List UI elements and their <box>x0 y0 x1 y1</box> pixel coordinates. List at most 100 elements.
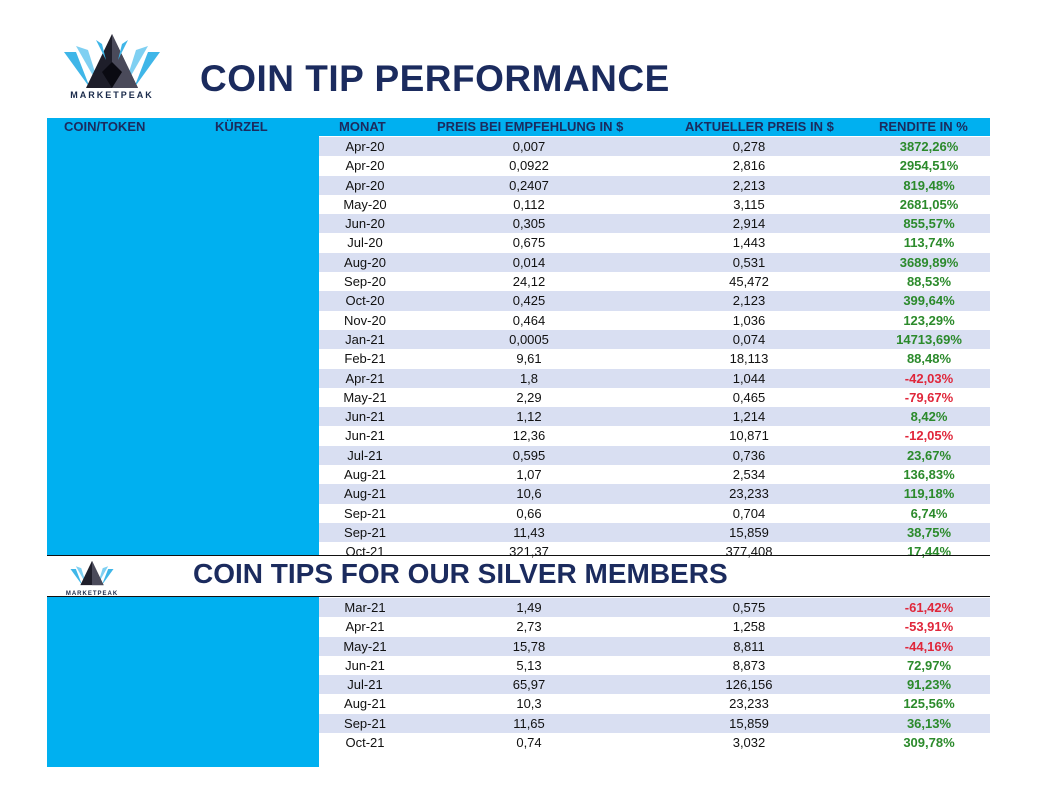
cur-price-cell: 1,258 <box>732 619 766 635</box>
return-cell: 819,48% <box>903 177 955 193</box>
rec-price-cell: 1,49 <box>516 600 542 615</box>
month-cell: Apr-20 <box>345 177 385 193</box>
rec-price-cell: 0,66 <box>516 505 542 521</box>
rec-price-cell: 9,61 <box>516 351 542 367</box>
header-symbol: KÜRZEL <box>215 119 268 134</box>
header-cur-price: AKTUELLER PREIS IN $ <box>685 119 834 134</box>
table-row: Sep-21 11,65 15,859 36,13% <box>319 713 990 734</box>
rec-price-cell: 0,675 <box>512 235 546 251</box>
cur-price-cell: 1,214 <box>732 409 766 425</box>
month-cell: Oct-21 <box>345 544 385 560</box>
month-cell: Aug-21 <box>344 486 386 502</box>
page-title: COIN TIP PERFORMANCE <box>200 58 670 99</box>
rec-price-cell: 0,0005 <box>509 331 549 347</box>
return-cell: -44,16% <box>904 638 954 654</box>
cur-price-cell: 2,534 <box>732 467 766 483</box>
cur-price-cell: 0,736 <box>732 447 766 463</box>
return-cell: -61,42% <box>904 600 954 615</box>
month-cell: Aug-21 <box>344 696 386 712</box>
month-cell: Jun-21 <box>345 409 385 425</box>
rec-price-cell: 0,112 <box>513 196 545 212</box>
return-cell: 123,29% <box>903 312 955 328</box>
table-row: Oct-20 0,425 2,123 399,64% <box>319 291 990 311</box>
cur-price-cell: 377,408 <box>725 544 773 560</box>
return-cell: 855,57% <box>903 216 955 232</box>
header-month: MONAT <box>339 119 386 134</box>
return-cell: 6,74% <box>910 505 948 521</box>
table-row: Jun-20 0,305 2,914 855,57% <box>319 214 990 234</box>
table-row: Apr-21 1,8 1,044 -42,03% <box>319 368 990 388</box>
divider-silver <box>47 596 990 597</box>
header-rec-price: PREIS BEI EMPFEHLUNG IN $ <box>437 119 624 134</box>
cur-price-cell: 18,113 <box>729 351 769 367</box>
brand-name-small: MARKETPEAK <box>65 591 119 597</box>
month-cell: Sep-21 <box>344 524 386 540</box>
cur-price-cell: 8,811 <box>733 638 765 654</box>
silver-table-body: Mar-21 1,49 0,575 -61,42% Apr-21 2,73 1,258 -53… <box>319 598 990 752</box>
header-return: RENDITE IN % <box>879 119 968 134</box>
month-cell: Jul-20 <box>347 235 383 251</box>
rec-price-cell: 65,97 <box>512 677 546 693</box>
return-cell: 113,74% <box>903 235 955 251</box>
divider-top <box>47 555 990 556</box>
return-cell: -79,67% <box>904 389 954 405</box>
cur-price-cell: 15,859 <box>729 524 769 540</box>
rec-price-cell: 0,595 <box>512 447 546 463</box>
month-cell: Jun-21 <box>345 428 385 444</box>
cur-price-cell: 23,233 <box>729 696 769 712</box>
table-row: Jul-21 0,595 0,736 23,67% <box>319 445 990 466</box>
table-row: May-21 2,29 0,465 -79,67% <box>319 388 990 407</box>
return-cell: 88,53% <box>906 274 952 290</box>
month-cell: Jul-21 <box>347 447 383 463</box>
rec-price-cell: 1,8 <box>519 370 539 386</box>
month-cell: Aug-21 <box>344 467 386 483</box>
return-cell: 2954,51% <box>899 158 959 174</box>
return-cell: 72,97% <box>906 657 952 673</box>
rec-price-cell: 10,6 <box>516 486 542 502</box>
cur-price-cell: 3,115 <box>733 196 765 212</box>
return-cell: 136,83% <box>903 467 955 483</box>
return-cell: 38,75% <box>906 524 952 540</box>
rec-price-cell: 11,65 <box>513 715 545 731</box>
month-cell: Oct-20 <box>345 293 385 309</box>
cur-price-cell: 0,531 <box>732 254 766 270</box>
rec-price-cell: 12,36 <box>512 428 546 444</box>
cur-price-cell: 0,074 <box>732 331 766 347</box>
brand-logo: MARKETPEAK <box>58 32 166 100</box>
return-cell: 36,13% <box>906 715 952 731</box>
return-cell: -12,05% <box>904 428 954 444</box>
table-row: Aug-21 10,3 23,233 125,56% <box>319 694 990 713</box>
table-row: Mar-21 1,49 0,575 -61,42% <box>319 598 990 618</box>
table-row: Feb-21 9,61 18,113 88,48% <box>319 349 990 368</box>
month-cell: Jun-21 <box>345 657 385 673</box>
table-row: Jun-21 5,13 8,873 72,97% <box>319 656 990 675</box>
rec-price-cell: 0,2407 <box>509 177 549 193</box>
cur-price-cell: 2,914 <box>732 216 766 232</box>
return-cell: 3689,89% <box>899 254 959 270</box>
return-cell: 8,42% <box>910 409 948 425</box>
cur-price-cell: 3,032 <box>732 735 766 751</box>
table-row: Jan-21 0,0005 0,074 14713,69% <box>319 329 990 350</box>
cur-price-cell: 1,044 <box>732 370 766 386</box>
brand-logo-small: MARKETPEAK <box>62 560 122 597</box>
cur-price-cell: 0,575 <box>732 600 766 615</box>
table-row: May-21 15,78 8,811 -44,16% <box>319 636 990 656</box>
month-cell: Feb-21 <box>344 351 386 367</box>
rec-price-cell: 0,464 <box>512 312 546 328</box>
month-cell: Sep-20 <box>344 274 386 290</box>
mountain-peak-icon <box>64 34 160 88</box>
return-cell: 17,44% <box>906 544 952 560</box>
month-cell: Sep-21 <box>344 715 386 731</box>
month-cell: May-20 <box>343 196 387 212</box>
rec-price-cell: 0,014 <box>512 254 546 270</box>
table-row: Apr-20 0,2407 2,213 819,48% <box>319 175 990 195</box>
table-row: Aug-21 10,6 23,233 119,18% <box>319 484 990 504</box>
month-cell: Oct-21 <box>345 735 385 751</box>
table-row: Aug-21 1,07 2,534 136,83% <box>319 465 990 484</box>
month-cell: May-21 <box>343 638 387 654</box>
table-row: Apr-21 2,73 1,258 -53,91% <box>319 617 990 636</box>
brand-name: MARKETPEAK <box>70 90 154 100</box>
table-row: Jun-21 12,36 10,871 -12,05% <box>319 426 990 445</box>
month-cell: Mar-21 <box>344 600 386 615</box>
cur-price-cell: 126,156 <box>725 677 773 693</box>
